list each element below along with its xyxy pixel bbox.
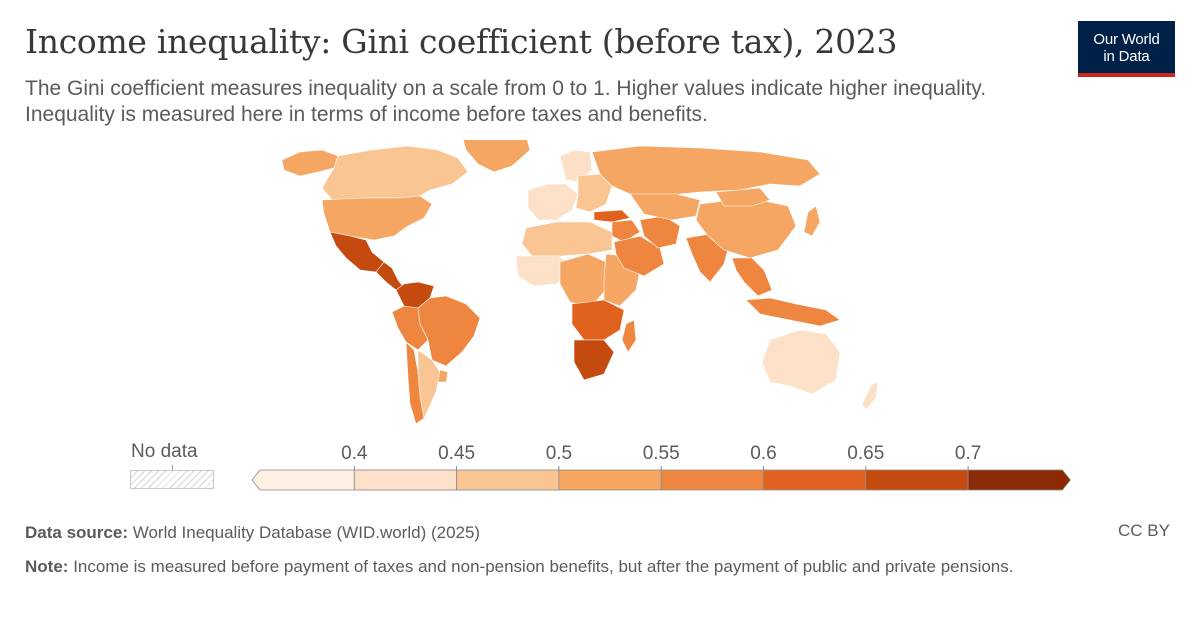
region-japan	[803, 205, 821, 237]
region-north-africa	[521, 221, 613, 257]
no-data-tick	[172, 465, 173, 470]
note-text: Income is measured before payment of tax…	[73, 557, 1014, 576]
region-central-asia	[629, 193, 701, 221]
region-middle-east	[611, 219, 641, 243]
no-data-swatch	[130, 470, 214, 489]
legend-threshold-label: 0.5	[546, 443, 572, 464]
region-peru-bolivia	[391, 305, 429, 351]
color-legend: 0.4 0.45 0.5 0.55 0.6 0.65 0.7	[251, 443, 1071, 491]
region-western-europe	[527, 183, 579, 221]
legend-threshold-label: 0.7	[955, 443, 981, 464]
legend-bin[interactable]	[967, 469, 1071, 491]
legend-bin[interactable]	[660, 469, 764, 491]
region-madagascar	[621, 319, 637, 353]
legend-bin[interactable]	[251, 469, 355, 491]
region-turkey	[593, 209, 631, 223]
chart-subtitle: The Gini coefficient measures inequality…	[25, 77, 987, 126]
world-map	[281, 140, 879, 425]
region-mongolia	[715, 187, 771, 207]
chart-note: Note: Income is measured before payment …	[25, 555, 1175, 578]
region-alaska	[281, 149, 339, 177]
legend-threshold-label: 0.6	[750, 443, 776, 464]
region-south-africa	[573, 339, 615, 381]
region-nordics	[559, 149, 593, 183]
note-label: Note:	[25, 557, 69, 576]
legend-bin[interactable]	[456, 469, 560, 491]
legend-bin[interactable]	[763, 469, 867, 491]
region-russia	[591, 145, 821, 197]
region-southeast-asia	[731, 257, 773, 297]
region-central-america	[375, 261, 405, 291]
data-source-label: Data source:	[25, 523, 128, 542]
legend-threshold-label: 0.45	[438, 443, 475, 464]
data-source: Data source: World Inequality Database (…	[25, 521, 480, 544]
region-australia	[761, 329, 841, 395]
legend-threshold-label: 0.55	[643, 443, 680, 464]
legend-bin[interactable]	[353, 469, 458, 491]
region-brazil	[417, 295, 481, 367]
region-new-zealand	[861, 381, 879, 411]
region-greenland	[462, 140, 531, 173]
logo-line-2: in Data	[1103, 48, 1150, 65]
region-central-africa	[559, 253, 607, 309]
legend-bin[interactable]	[865, 469, 969, 491]
license-link[interactable]: CC BY	[1118, 521, 1170, 540]
legend-threshold-label: 0.65	[847, 443, 884, 464]
region-indonesia	[745, 297, 841, 327]
region-china	[695, 197, 797, 259]
legend-threshold-label: 0.4	[341, 443, 368, 464]
legend-bin[interactable]	[558, 469, 662, 491]
data-source-text[interactable]: World Inequality Database (WID.world) (2…	[132, 523, 481, 542]
no-data-label: No data	[131, 441, 198, 462]
owid-logo[interactable]: Our World in Data	[1078, 21, 1175, 77]
chart-title: Income inequality: Gini coefficient (bef…	[25, 22, 898, 61]
region-canada	[321, 145, 469, 201]
logo-line-1: Our World	[1093, 31, 1160, 48]
region-arabia	[613, 235, 665, 277]
region-argentina	[417, 349, 441, 419]
region-southern-africa	[571, 299, 625, 341]
region-uruguay	[437, 369, 449, 383]
region-west-africa	[515, 255, 573, 287]
